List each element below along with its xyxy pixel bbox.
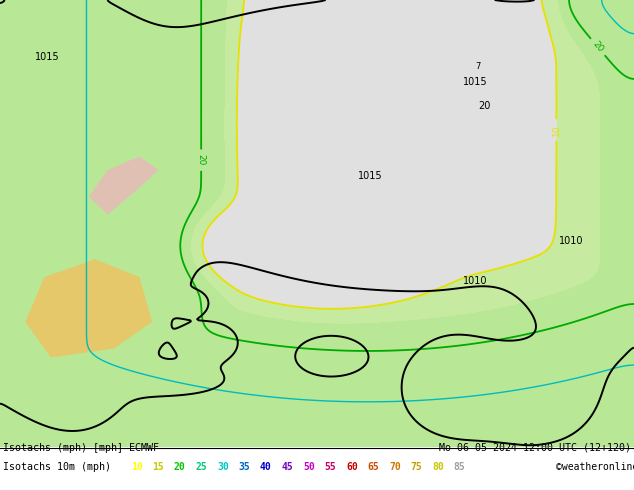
Text: 65: 65 — [368, 463, 379, 472]
Text: 20: 20 — [591, 40, 605, 54]
Text: 85: 85 — [453, 463, 465, 472]
Text: Isotachs (mph) [mph] ECMWF: Isotachs (mph) [mph] ECMWF — [3, 443, 159, 453]
Text: 10: 10 — [131, 463, 143, 472]
Text: 7: 7 — [476, 62, 481, 71]
Text: 15: 15 — [153, 463, 164, 472]
Text: 40: 40 — [260, 463, 272, 472]
Text: 25: 25 — [195, 463, 207, 472]
Text: 80: 80 — [432, 463, 444, 472]
Text: 35: 35 — [238, 463, 250, 472]
Text: 1015: 1015 — [463, 77, 488, 87]
Polygon shape — [89, 156, 158, 215]
Text: 20: 20 — [197, 154, 205, 166]
Text: 55: 55 — [325, 463, 336, 472]
Text: 60: 60 — [346, 463, 358, 472]
Text: 1010: 1010 — [559, 236, 584, 245]
Text: 10: 10 — [552, 124, 561, 136]
Text: 20: 20 — [479, 101, 491, 112]
Text: 30: 30 — [217, 463, 229, 472]
Text: 1010: 1010 — [463, 276, 488, 286]
Text: 1015: 1015 — [358, 171, 383, 181]
Text: 90: 90 — [475, 463, 487, 472]
Text: 45: 45 — [281, 463, 294, 472]
Text: 50: 50 — [303, 463, 314, 472]
Text: Isotachs 10m (mph): Isotachs 10m (mph) — [3, 463, 111, 472]
Text: 75: 75 — [410, 463, 422, 472]
Polygon shape — [25, 259, 152, 358]
Text: 70: 70 — [389, 463, 401, 472]
Text: ©weatheronline.co.uk: ©weatheronline.co.uk — [556, 463, 634, 472]
Text: 1015: 1015 — [35, 52, 60, 62]
Text: 20: 20 — [174, 463, 186, 472]
Text: Mo 06-05-2024 12:00 UTC (12+120): Mo 06-05-2024 12:00 UTC (12+120) — [439, 443, 631, 453]
